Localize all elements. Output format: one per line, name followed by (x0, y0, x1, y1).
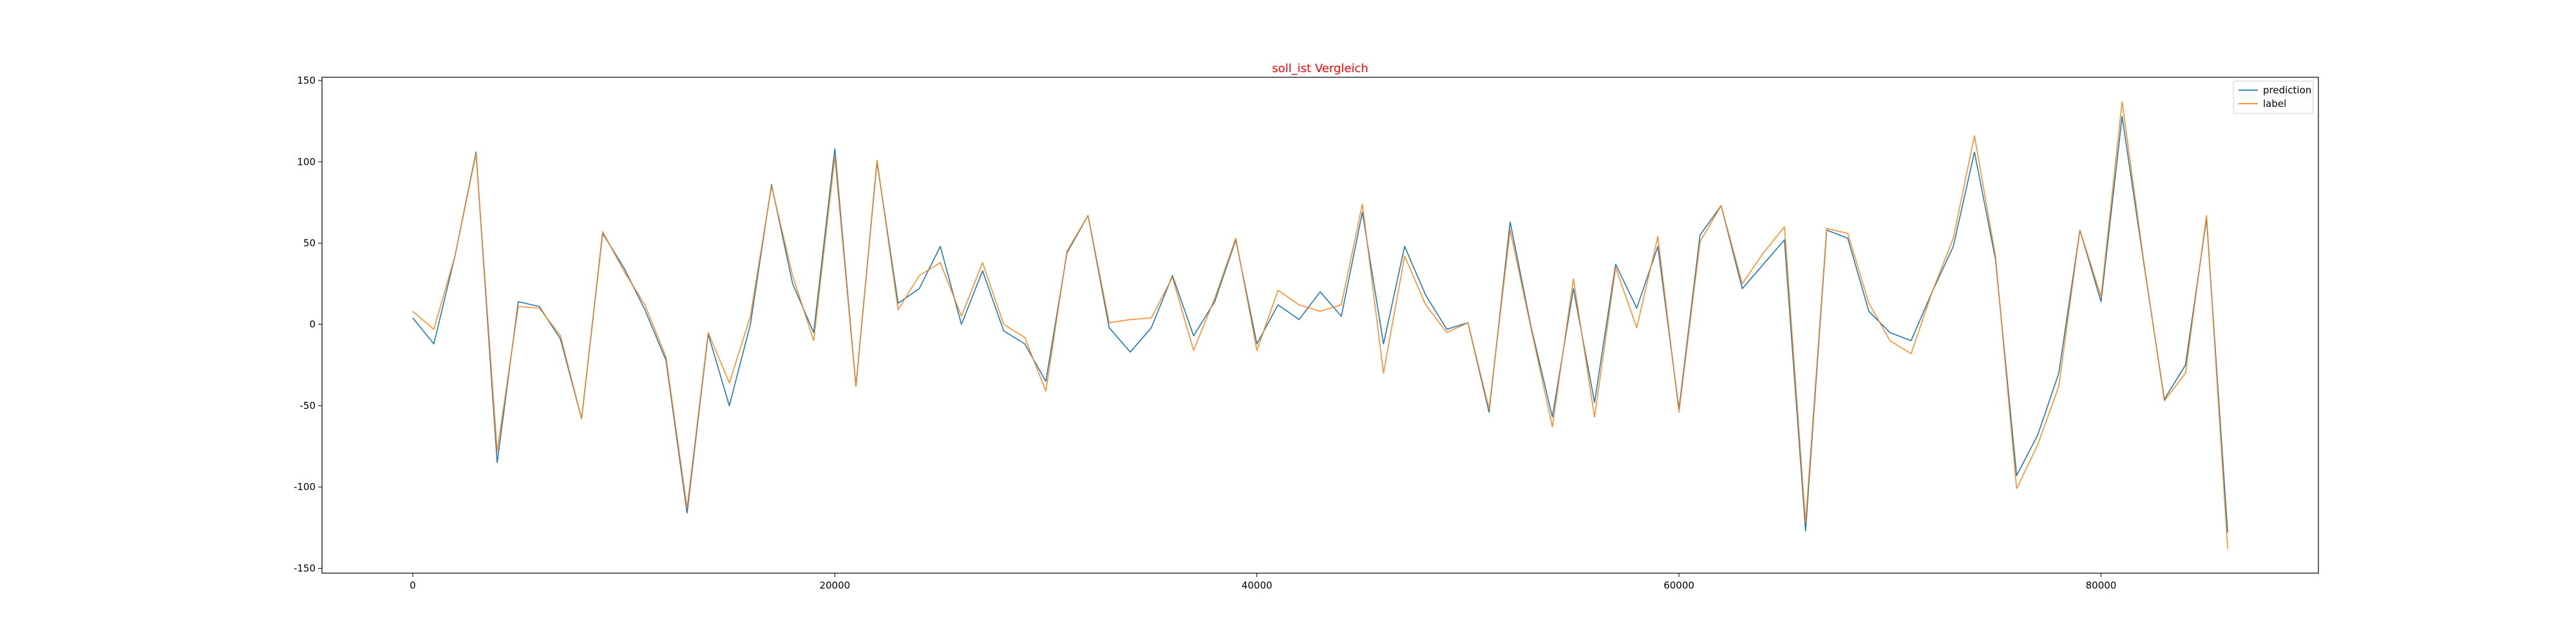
legend-label-prediction: prediction (2263, 84, 2311, 96)
y-axis: -150 -100 -50 0 50 100 150 (294, 75, 322, 574)
series-line-label (412, 101, 2228, 549)
y-tick-label: -100 (294, 481, 316, 493)
y-tick-label: 50 (303, 238, 316, 249)
chart-title: soll_ist Vergleich (1272, 62, 1368, 75)
series-line-prediction (412, 115, 2228, 533)
x-tick-label: 20000 (819, 580, 850, 591)
plot-frame (321, 77, 2319, 574)
legend-box (2233, 80, 2314, 114)
y-tick-label: -50 (300, 400, 316, 412)
x-tick-label: 40000 (1242, 580, 1273, 591)
series-layer (412, 101, 2228, 549)
x-tick-label: 60000 (1663, 580, 1694, 591)
y-tick-label: 100 (297, 156, 316, 167)
y-tick-label: -150 (294, 562, 316, 574)
y-tick-label: 0 (309, 319, 316, 330)
x-tick-label: 0 (410, 580, 416, 591)
legend-label-label: label (2263, 98, 2286, 109)
x-tick-label: 80000 (2086, 580, 2117, 591)
y-tick-label: 150 (297, 75, 316, 86)
legend: prediction label (2233, 80, 2314, 114)
x-axis: 0 20000 40000 60000 80000 (410, 573, 2116, 591)
